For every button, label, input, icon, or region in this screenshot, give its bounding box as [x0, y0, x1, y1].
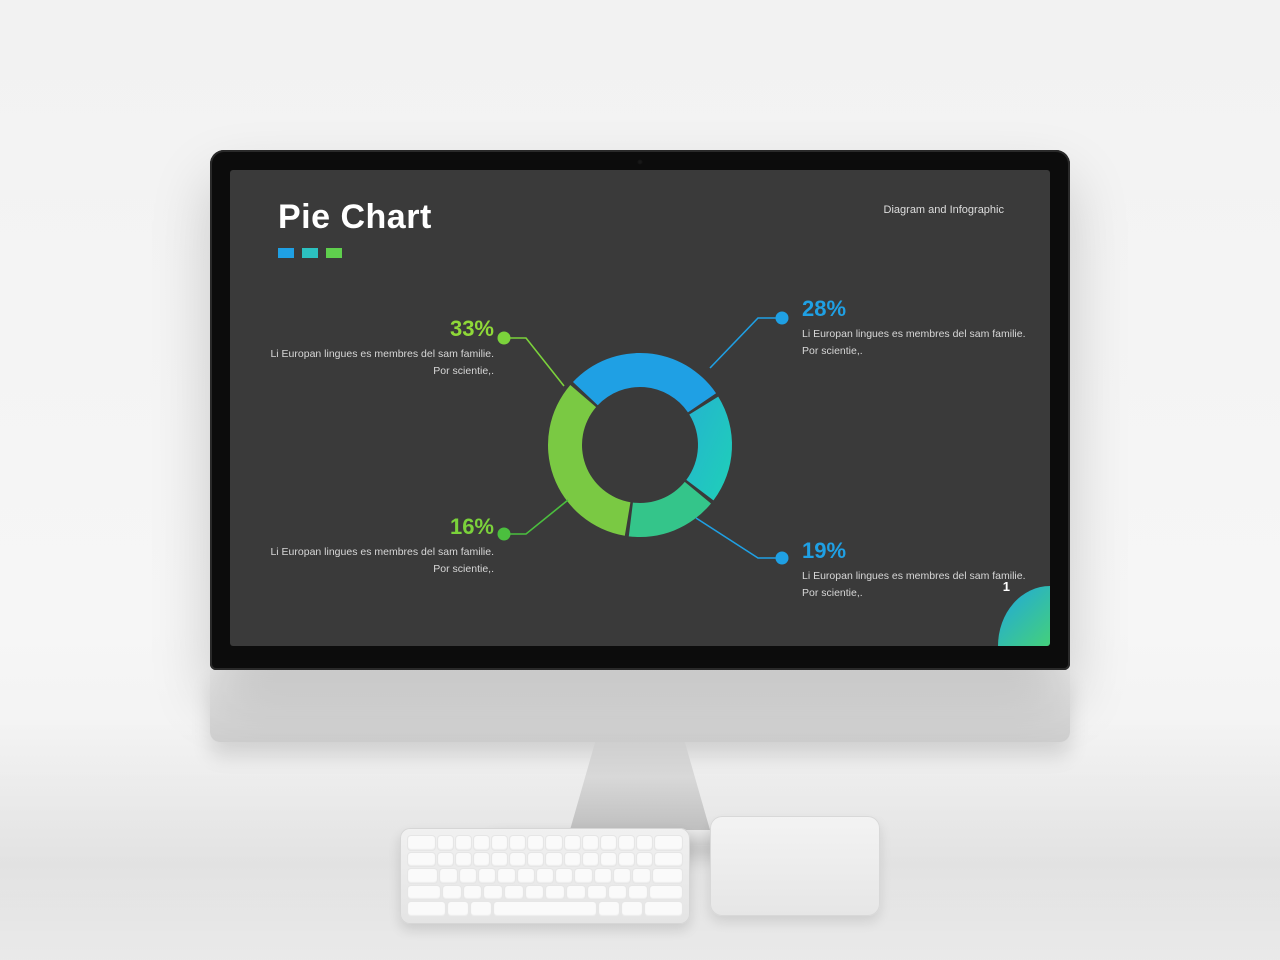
page-number: 1: [1003, 579, 1010, 594]
callout-body: Li Europan lingues es membres del sam fa…: [802, 326, 1032, 360]
monitor-bezel: Pie Chart Diagram and Infographic 28%Li …: [210, 150, 1070, 670]
keyboard-key: [498, 869, 514, 883]
monitor-mockup: Pie Chart Diagram and Infographic 28%Li …: [210, 150, 1070, 846]
keyboard-key: [492, 853, 507, 867]
keyboard-key: [518, 869, 534, 883]
callout-body: Li Europan lingues es membres del sam fa…: [264, 544, 494, 578]
keyboard-key: [456, 853, 471, 867]
trackpad-mockup: [710, 816, 880, 916]
leader-dot-icon: [498, 528, 511, 541]
callout: 33% Li Europan lingues es membres del sam…: [264, 318, 494, 380]
keyboard-key: [408, 902, 445, 916]
keyboard-key: [510, 853, 525, 867]
keyboard-key: [575, 869, 591, 883]
keyboard-key: [588, 886, 606, 900]
keyboard-key: [474, 853, 489, 867]
keyboard-key: [546, 853, 561, 867]
keyboard-mockup: [400, 828, 690, 924]
keyboard-key: [474, 836, 489, 850]
keyboard-key: [650, 886, 682, 900]
leader-dot-icon: [776, 552, 789, 565]
keyboard-key: [601, 853, 616, 867]
callout-body: Li Europan lingues es membres del sam fa…: [264, 346, 494, 380]
keyboard-key: [645, 902, 682, 916]
keyboard-key: [494, 902, 596, 916]
keyboard-key: [655, 853, 682, 867]
keyboard-key: [526, 886, 544, 900]
keyboard-key: [438, 853, 453, 867]
callout-percentage: 33%: [264, 318, 494, 340]
keyboard-key: [655, 836, 682, 850]
callout-percentage: 28%: [802, 298, 1032, 320]
keyboard-key: [460, 869, 476, 883]
keyboard-key: [505, 886, 523, 900]
leader: [710, 312, 789, 369]
keyboard-key: [567, 886, 585, 900]
keyboard-key: [595, 869, 611, 883]
keyboard-key: [614, 869, 630, 883]
keyboard-key: [599, 902, 619, 916]
keyboard-key: [565, 836, 580, 850]
callout: 16% Li Europan lingues es membres del sam…: [264, 516, 494, 578]
keyboard-key: [653, 869, 682, 883]
keyboard-key: [537, 869, 553, 883]
leader-dot-icon: [776, 312, 789, 325]
keyboard-key: [408, 853, 435, 867]
keyboard-key: [601, 836, 616, 850]
keyboard-key: [546, 836, 561, 850]
callout-percentage: 16%: [264, 516, 494, 538]
callout-percentage: 19%: [802, 540, 1032, 562]
keyboard-key: [583, 853, 598, 867]
monitor-neck: [570, 742, 710, 830]
keyboard-key: [510, 836, 525, 850]
keyboard-key: [622, 902, 642, 916]
keyboard-key: [408, 886, 440, 900]
keyboard-key: [565, 853, 580, 867]
keyboard-key: [492, 836, 507, 850]
keyboard-key: [619, 853, 634, 867]
keyboard-key: [408, 836, 435, 850]
keyboard-key: [440, 869, 456, 883]
leader: [498, 332, 565, 387]
keyboard-key: [448, 902, 468, 916]
keyboard-key: [456, 836, 471, 850]
keyboard-key: [528, 836, 543, 850]
keyboard-key: [633, 869, 649, 883]
keyboard-key: [484, 886, 502, 900]
keyboard-key: [629, 886, 647, 900]
donut-segment: [573, 353, 716, 412]
keyboard-key: [619, 836, 634, 850]
callout: 19% Li Europan lingues es membres del sam…: [802, 540, 1032, 602]
camera-icon: [637, 159, 643, 165]
leader: [498, 500, 569, 541]
donut-segment: [686, 397, 732, 501]
keyboard-key: [464, 886, 482, 900]
monitor-screen: Pie Chart Diagram and Infographic 28%Li …: [230, 170, 1050, 646]
keyboard-key: [637, 836, 652, 850]
keyboard-key: [408, 869, 437, 883]
keyboard-key: [556, 869, 572, 883]
callout-body: Li Europan lingues es membres del sam fa…: [802, 568, 1032, 602]
leader-dot-icon: [498, 332, 511, 345]
keyboard-key: [443, 886, 461, 900]
keyboard-key: [609, 886, 627, 900]
keyboard-key: [528, 853, 543, 867]
leader: [696, 518, 789, 565]
keyboard-key: [471, 902, 491, 916]
keyboard-key: [546, 886, 564, 900]
keyboard-key: [438, 836, 453, 850]
donut-segment: [548, 385, 630, 536]
keyboard-key: [583, 836, 598, 850]
monitor-chin: [210, 670, 1070, 742]
keyboard-key: [479, 869, 495, 883]
callout: 28% Li Europan lingues es membres del sam…: [802, 298, 1032, 360]
keyboard-key: [637, 853, 652, 867]
donut-segment: [629, 482, 711, 537]
